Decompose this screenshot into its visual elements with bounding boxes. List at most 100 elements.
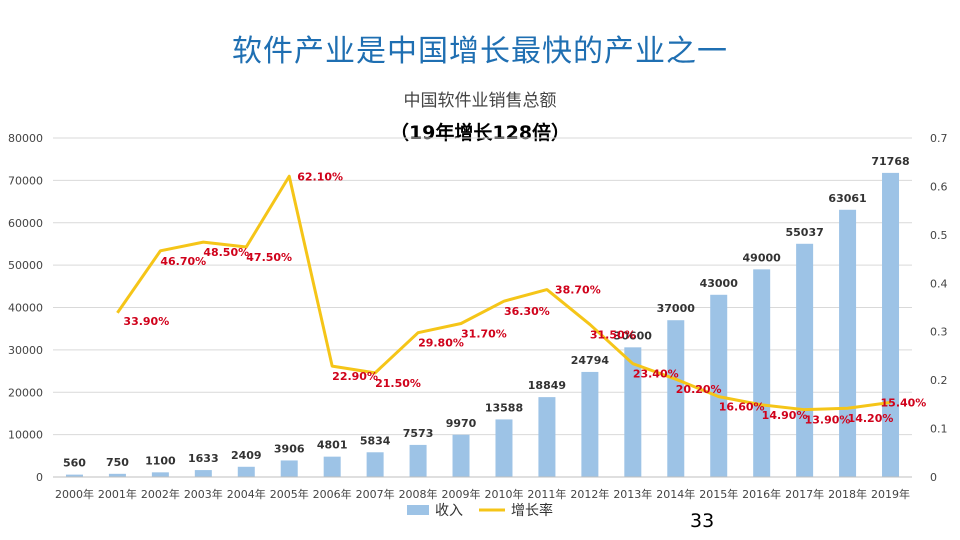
- legend: 收入 增长率: [407, 502, 553, 519]
- growth-rate-label: 38.70%: [555, 284, 601, 297]
- revenue-bar: [323, 456, 341, 477]
- revenue-value-label: 4801: [317, 439, 348, 452]
- y-left-tick-label: 10000: [8, 429, 43, 442]
- revenue-value-label: 560: [63, 457, 86, 470]
- revenue-bar: [409, 444, 427, 477]
- y-right-tick-label: 0.6: [930, 180, 948, 193]
- x-category-label: 2015年: [699, 487, 738, 501]
- growth-rate-label: 62.10%: [297, 170, 343, 183]
- growth-rate-polyline: [116, 174, 891, 412]
- growth-rate-label: 16.60%: [719, 401, 765, 414]
- y-right-tick-label: 0.7: [930, 132, 948, 145]
- revenue-value-label: 7573: [403, 427, 434, 440]
- revenue-value-label: 49000: [743, 251, 782, 264]
- x-category-label: 2014年: [656, 487, 695, 501]
- growth-rate-label: 47.50%: [246, 251, 292, 264]
- revenue-bar: [839, 209, 857, 478]
- grid-lines: [53, 137, 912, 478]
- x-category-label: 2002年: [141, 487, 180, 501]
- growth-rate-label: 29.80%: [418, 337, 464, 350]
- revenue-bar: [581, 371, 599, 477]
- growth-rate-label: 14.90%: [762, 409, 808, 422]
- data-labels: 560 750 1100 1633 2409 3906 4801 5834 7573 9970 13…: [63, 155, 926, 470]
- growth-rate-label: 33.90%: [123, 315, 169, 328]
- revenue-bar: [624, 347, 642, 477]
- growth-rate-label: 14.20%: [848, 412, 894, 425]
- revenue-bars: [65, 172, 900, 478]
- y-left-tick-label: 20000: [8, 386, 43, 399]
- x-category-label: 2012年: [570, 487, 609, 501]
- x-category-label: 2007年: [356, 487, 395, 501]
- y-left-tick-label: 0: [36, 471, 43, 484]
- growth-rate-label: 31.50%: [590, 328, 636, 341]
- revenue-value-label: 5834: [360, 434, 391, 447]
- y-right-tick-label: 0.4: [930, 277, 948, 290]
- y-left-tick-label: 50000: [8, 259, 43, 272]
- revenue-bar: [108, 473, 126, 477]
- x-category-label: 2008年: [399, 487, 438, 501]
- growth-rate-label: 20.20%: [676, 383, 722, 396]
- revenue-value-label: 9970: [446, 417, 477, 430]
- growth-rate-label: 36.30%: [504, 305, 550, 318]
- revenue-value-label: 750: [106, 456, 129, 469]
- x-category-label: 2010年: [484, 487, 523, 501]
- growth-rate-label: 31.70%: [461, 327, 507, 340]
- revenue-value-label: 2409: [231, 449, 262, 462]
- x-category-label: 2018年: [828, 487, 867, 501]
- revenue-value-label: 30600: [614, 329, 653, 342]
- revenue-value-label: 13588: [485, 401, 523, 414]
- revenue-value-label: 1633: [188, 452, 219, 465]
- revenue-bar: [366, 452, 384, 477]
- revenue-bar: [280, 460, 298, 477]
- x-category-label: 2016年: [742, 487, 781, 501]
- x-category-label: 2005年: [270, 487, 309, 501]
- revenue-value-label: 43000: [700, 277, 739, 290]
- growth-rate-line: [116, 174, 891, 412]
- revenue-value-label: 37000: [657, 302, 696, 315]
- x-category-label: 2004年: [227, 487, 266, 501]
- x-category-label: 2003年: [184, 487, 223, 501]
- y-left-tick-label: 80000: [8, 132, 43, 145]
- y-left-tick-label: 30000: [8, 344, 43, 357]
- page-number: 33: [690, 510, 715, 532]
- revenue-bar: [796, 243, 814, 477]
- revenue-bar: [65, 474, 83, 477]
- axes: 0 10000 20000 30000 40000 50000 60000 70000 8000…: [8, 132, 948, 501]
- growth-rate-label: 15.40%: [881, 396, 927, 409]
- x-category-label: 2013年: [613, 487, 652, 501]
- growth-rate-label: 46.70%: [160, 255, 206, 268]
- revenue-value-label: 24794: [571, 354, 610, 367]
- revenue-value-label: 18849: [528, 379, 566, 392]
- growth-rate-label: 22.90%: [332, 370, 378, 383]
- revenue-bar: [452, 434, 470, 477]
- revenue-bar: [710, 294, 728, 477]
- legend-swatch-revenue: [407, 505, 429, 515]
- x-category-label: 2017年: [785, 487, 824, 501]
- revenue-bar: [882, 172, 900, 477]
- revenue-value-label: 3906: [274, 442, 305, 455]
- y-left-tick-label: 40000: [8, 302, 43, 315]
- x-category-label: 2006年: [313, 487, 352, 501]
- revenue-bar: [667, 320, 685, 477]
- revenue-value-label: 1100: [145, 454, 176, 467]
- revenue-bar: [538, 397, 556, 477]
- y-right-tick-label: 0: [930, 471, 937, 484]
- revenue-bar: [753, 269, 771, 477]
- growth-rate-label: 13.90%: [805, 414, 851, 427]
- x-category-label: 2011年: [527, 487, 566, 501]
- revenue-bar: [495, 419, 513, 477]
- x-category-label: 2019年: [871, 487, 910, 501]
- chart-title: 中国软件业销售总额: [403, 91, 557, 111]
- revenue-value-label: 63061: [828, 192, 866, 205]
- legend-label-revenue: 收入: [435, 503, 463, 519]
- y-left-tick-label: 60000: [8, 217, 43, 230]
- revenue-value-label: 55037: [785, 226, 823, 239]
- growth-rate-label: 23.40%: [633, 368, 679, 381]
- y-right-tick-label: 0.1: [930, 423, 948, 436]
- y-right-tick-label: 0.3: [930, 326, 948, 339]
- x-category-label: 2000年: [55, 487, 94, 501]
- x-category-label: 2001年: [98, 487, 137, 501]
- growth-rate-label: 21.50%: [375, 377, 421, 390]
- slide-title: 软件产业是中国增长最快的产业之一: [232, 34, 728, 69]
